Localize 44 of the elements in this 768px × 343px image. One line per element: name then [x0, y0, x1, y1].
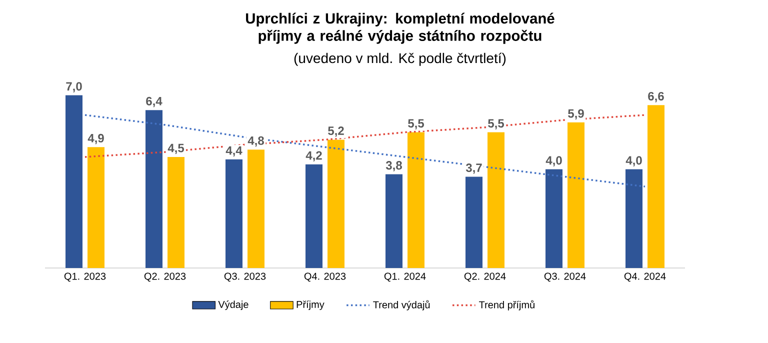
data-label: 4,9	[88, 134, 104, 144]
data-label: 4,5	[168, 144, 184, 154]
data-label: 5,2	[328, 126, 344, 137]
data-label: 6,6	[648, 92, 664, 102]
x-tick-label: Q2. 2024	[464, 272, 506, 282]
data-label: 4,0	[546, 156, 562, 166]
legend-label: Příjmy	[296, 300, 324, 310]
data-label: 3,8	[386, 161, 402, 172]
bar	[306, 164, 322, 268]
bar	[226, 159, 242, 268]
bar	[647, 105, 664, 268]
data-label: 4,2	[306, 151, 322, 162]
bar	[545, 169, 562, 268]
data-label: 4,0	[626, 156, 642, 166]
chart-title: Uprchlíci z Ukrajiny: kompletní modelované příjmy a reálné výdaje státního rozpočtu	[246, 12, 554, 44]
chart-subtitle: (uvedeno v mld. Kč podle čtvrtletí)	[294, 52, 506, 66]
data-label: 4,8	[248, 136, 264, 147]
bar	[385, 174, 402, 268]
data-label: 5,5	[488, 119, 504, 130]
bar	[466, 176, 482, 268]
x-tick-label: Q4. 2023	[304, 272, 346, 282]
data-label: 7,0	[66, 82, 82, 92]
bar	[168, 156, 184, 268]
bar	[88, 147, 104, 268]
legend-label: Trend příjmů	[479, 300, 534, 310]
data-label: 3,7	[466, 164, 482, 174]
bar	[146, 110, 162, 268]
bar	[66, 95, 82, 268]
x-tick-label: Q1. 2024	[384, 272, 426, 282]
data-label: 5,9	[568, 109, 584, 120]
bar	[247, 150, 264, 268]
x-tick-label: Q1. 2023	[64, 272, 106, 282]
bar	[625, 169, 642, 268]
bar	[487, 132, 504, 268]
x-tick-label: Q4. 2024	[624, 272, 666, 282]
legend-label: Trend výdajů	[373, 300, 430, 310]
x-tick-label: Q2. 2023	[144, 272, 186, 282]
bar	[408, 132, 424, 268]
data-label: 6,4	[146, 96, 162, 108]
data-label: 4,4	[226, 146, 242, 156]
legend-label: Výdaje	[218, 300, 248, 310]
x-tick-label: Q3. 2024	[544, 272, 586, 282]
data-label: 5,5	[408, 119, 424, 130]
x-tick-label: Q3. 2023	[224, 272, 266, 282]
